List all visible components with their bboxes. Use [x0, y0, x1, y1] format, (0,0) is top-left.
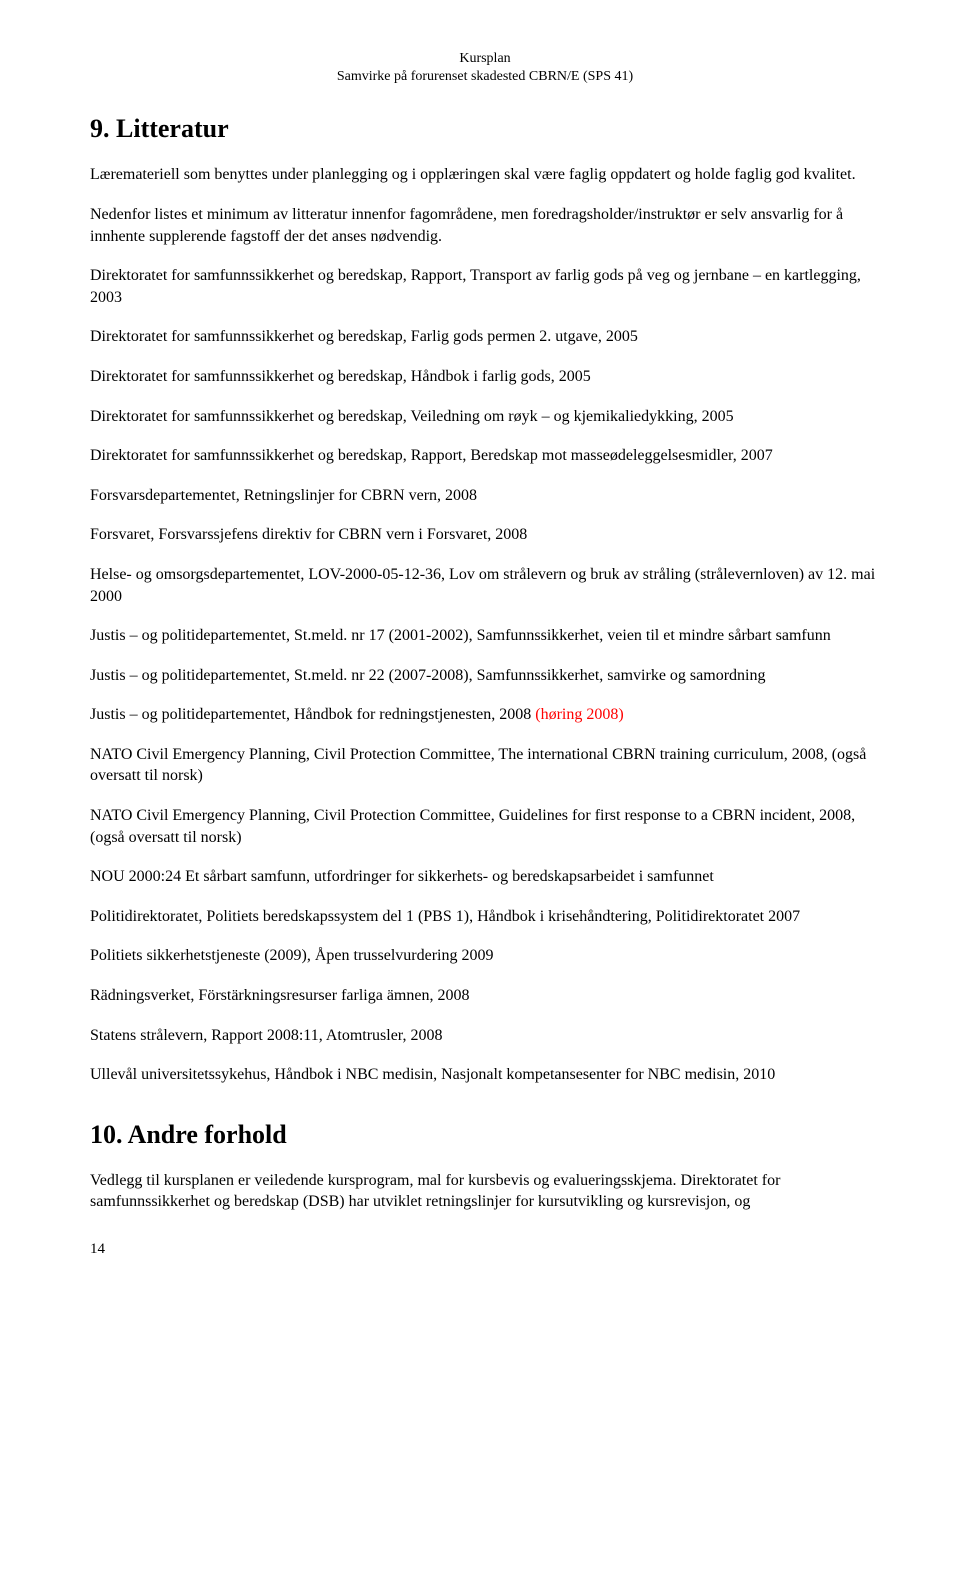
reference-item: Helse- og omsorgsdepartementet, LOV-2000…: [90, 564, 880, 607]
reference-item: Justis – og politidepartementet, St.meld…: [90, 625, 880, 647]
reference-item: Direktoratet for samfunnssikkerhet og be…: [90, 406, 880, 428]
reference-item: NOU 2000:24 Et sårbart samfunn, utfordri…: [90, 866, 880, 888]
reference-item: Forsvaret, Forsvarssjefens direktiv for …: [90, 524, 880, 546]
section-10-paragraph: Vedlegg til kursplanen er veiledende kur…: [90, 1170, 880, 1213]
reference-item: Ullevål universitetssykehus, Håndbok i N…: [90, 1064, 880, 1086]
reference-text-red: (høring 2008): [535, 706, 623, 723]
section-9-intro-2: Nedenfor listes et minimum av litteratur…: [90, 204, 880, 247]
reference-item: Direktoratet for samfunnssikkerhet og be…: [90, 326, 880, 348]
header-line-2: Samvirke på forurenset skadested CBRN/E …: [90, 68, 880, 86]
reference-item: NATO Civil Emergency Planning, Civil Pro…: [90, 744, 880, 787]
section-9-title: 9. Litteratur: [90, 114, 880, 144]
reference-item: Justis – og politidepartementet, St.meld…: [90, 665, 880, 687]
reference-item: Forsvarsdepartementet, Retningslinjer fo…: [90, 485, 880, 507]
reference-text-black: Justis – og politidepartementet, Håndbok…: [90, 706, 535, 723]
page-header: Kursplan Samvirke på forurenset skadeste…: [90, 50, 880, 86]
document-page: Kursplan Samvirke på forurenset skadeste…: [0, 0, 960, 1298]
reference-item: Statens strålevern, Rapport 2008:11, Ato…: [90, 1025, 880, 1047]
reference-item-mixed: Justis – og politidepartementet, Håndbok…: [90, 704, 880, 726]
page-number: 14: [90, 1241, 880, 1258]
reference-item: Rädningsverket, Förstärkningsresurser fa…: [90, 985, 880, 1007]
section-9-intro-1: Læremateriell som benyttes under planleg…: [90, 164, 880, 186]
reference-item: Politiets sikkerhetstjeneste (2009), Åpe…: [90, 945, 880, 967]
reference-item: Direktoratet for samfunnssikkerhet og be…: [90, 366, 880, 388]
reference-item: NATO Civil Emergency Planning, Civil Pro…: [90, 805, 880, 848]
reference-item: Direktoratet for samfunnssikkerhet og be…: [90, 445, 880, 467]
section-10-title: 10. Andre forhold: [90, 1120, 880, 1150]
reference-item: Politidirektoratet, Politiets beredskaps…: [90, 906, 880, 928]
reference-item: Direktoratet for samfunnssikkerhet og be…: [90, 265, 880, 308]
header-line-1: Kursplan: [90, 50, 880, 68]
